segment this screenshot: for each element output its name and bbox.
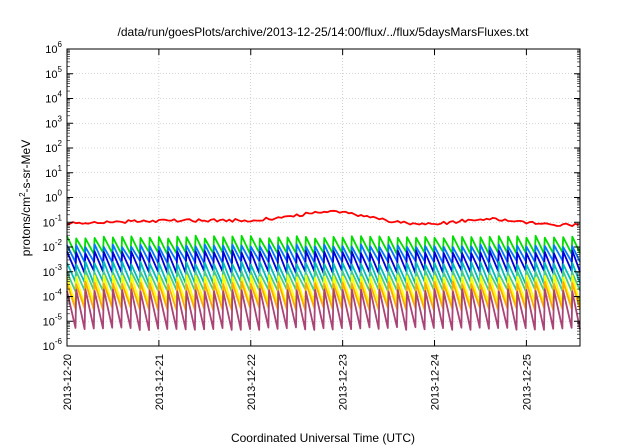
- y-axis-label: protons/cm2-s-sr-MeV: [18, 140, 33, 256]
- y-tick-label: 100: [45, 189, 62, 205]
- x-tick-label: 2013-12-24: [430, 354, 442, 410]
- y-tick-label: 10-4: [43, 288, 63, 304]
- y-tick-label: 10-2: [43, 238, 63, 254]
- y-tick-label: 106: [45, 40, 62, 56]
- x-tick-label: 2013-12-22: [246, 354, 258, 410]
- y-tick-label: 10-6: [43, 337, 63, 353]
- y-tick-label: 101: [45, 164, 62, 180]
- series-line-9: [66, 287, 581, 332]
- chart-title: /data/run/goesPlots/archive/2013-12-25/1…: [118, 25, 530, 39]
- y-tick-label: 10-5: [43, 312, 63, 328]
- x-tick-label: 2013-12-21: [154, 354, 166, 410]
- y-tick-label: 104: [45, 90, 62, 106]
- y-tick-label: 102: [45, 139, 62, 155]
- series-lines: [66, 209, 581, 332]
- x-tick-label: 2013-12-23: [338, 354, 350, 410]
- y-tick-label: 105: [45, 65, 62, 81]
- x-tick-label: 2013-12-25: [521, 354, 533, 410]
- y-tick-label: 10-1: [43, 213, 63, 229]
- series-line-1: [66, 209, 579, 228]
- plot-frame: [66, 48, 581, 347]
- y-tick-label: 10-3: [43, 263, 63, 279]
- x-axis-ticks: 2013-12-20 2013-12-21 2013-12-22 2013-12-23…: [62, 49, 533, 410]
- x-axis-label: Coordinated Universal Time (UTC): [231, 431, 415, 445]
- y-tick-label: 103: [45, 114, 62, 130]
- x-tick-label: 2013-12-20: [62, 354, 74, 410]
- series-line-4: [66, 249, 581, 275]
